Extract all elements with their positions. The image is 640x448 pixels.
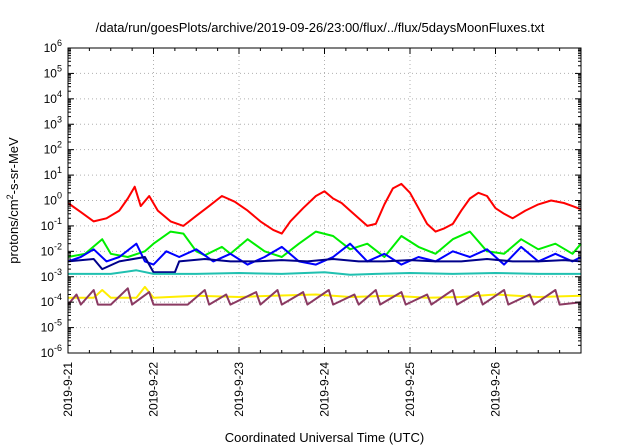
y-tick-label: 104 — [44, 89, 62, 106]
series-lines — [67, 182, 582, 306]
series-line-1 — [67, 182, 582, 235]
y-tick-label-base: 10 — [44, 66, 58, 80]
y-tick-label: 105 — [44, 63, 62, 80]
y-tick-label-exponent: -3 — [54, 267, 62, 277]
y-axis-title-sup: 2 — [5, 194, 15, 199]
y-tick-label-exponent: -1 — [54, 216, 62, 226]
y-tick-label-exponent: -6 — [54, 343, 62, 353]
y-tick-label: 102 — [44, 140, 62, 157]
y-tick-label-base: 10 — [41, 219, 55, 233]
y-tick-label: 100 — [44, 191, 62, 208]
chart-title: /data/run/goesPlots/archive/2019-09-26/2… — [95, 20, 545, 35]
y-tick-label-exponent: -2 — [54, 241, 62, 251]
x-tick-label: 2019-9-21 — [61, 362, 75, 417]
y-tick-label-exponent: 4 — [57, 89, 62, 99]
y-tick-label-exponent: -5 — [54, 318, 62, 328]
y-axis-title-suffix: -s-sr-MeV — [6, 137, 21, 194]
y-tick-label-exponent: 3 — [57, 114, 62, 124]
y-tick-label-base: 10 — [44, 194, 58, 208]
y-tick-label: 10-5 — [41, 318, 62, 335]
series-line-4 — [67, 256, 582, 274]
grid-lines — [68, 48, 581, 353]
y-tick-label: 103 — [44, 114, 62, 131]
y-tick-label: 10-4 — [41, 292, 62, 309]
y-axis-title: protons/cm2-s-sr-MeV — [5, 137, 21, 264]
y-axis-title-prefix: protons/cm — [6, 199, 21, 263]
y-tick-label-base: 10 — [41, 295, 55, 309]
series-line-3 — [67, 242, 582, 266]
y-tick-label: 10-3 — [41, 267, 62, 284]
y-tick-label-base: 10 — [41, 346, 55, 360]
x-tick-label: 2019-9-23 — [232, 362, 246, 417]
y-tick-label-base: 10 — [41, 244, 55, 258]
y-tick-label: 101 — [44, 165, 62, 182]
y-tick-label-base: 10 — [44, 117, 58, 131]
y-tick-label-base: 10 — [44, 168, 58, 182]
y-tick-label-exponent: 1 — [57, 165, 62, 175]
y-tick-label-base: 10 — [44, 143, 58, 157]
y-tick-label: 10-2 — [41, 241, 62, 258]
y-tick-label-base: 10 — [44, 92, 58, 106]
y-tick-label-exponent: 0 — [57, 191, 62, 201]
x-tick-label: 2019-9-24 — [318, 362, 332, 417]
y-tick-label-exponent: 2 — [57, 140, 62, 150]
x-axis-title: Coordinated Universal Time (UTC) — [225, 430, 424, 445]
x-tick-labels: 2019-9-21 2019-9-22 2019-9-23 2019-9-24 2019… — [61, 362, 503, 417]
y-tick-label: 10-1 — [41, 216, 62, 233]
x-tick-label: 2019-9-25 — [403, 362, 417, 417]
axis-ticks — [67, 47, 581, 354]
y-tick-label: 10-6 — [41, 343, 62, 360]
series-line-6 — [68, 285, 582, 299]
y-tick-label-base: 10 — [44, 41, 58, 55]
y-tick-label-base: 10 — [41, 270, 55, 284]
series-line-2 — [67, 230, 582, 258]
y-tick-label-exponent: -4 — [54, 292, 62, 302]
y-tick-labels: 10-610-510-410-310-210-11001011021031041… — [41, 38, 62, 360]
x-tick-label: 2019-9-22 — [147, 362, 161, 417]
y-tick-label-base: 10 — [41, 321, 55, 335]
series-line-5 — [68, 269, 581, 276]
series-line-7 — [67, 287, 582, 306]
x-tick-label: 2019-9-26 — [489, 362, 503, 417]
y-tick-label: 106 — [44, 38, 62, 55]
y-tick-label-exponent: 5 — [57, 63, 62, 73]
y-tick-label-exponent: 6 — [57, 38, 62, 48]
